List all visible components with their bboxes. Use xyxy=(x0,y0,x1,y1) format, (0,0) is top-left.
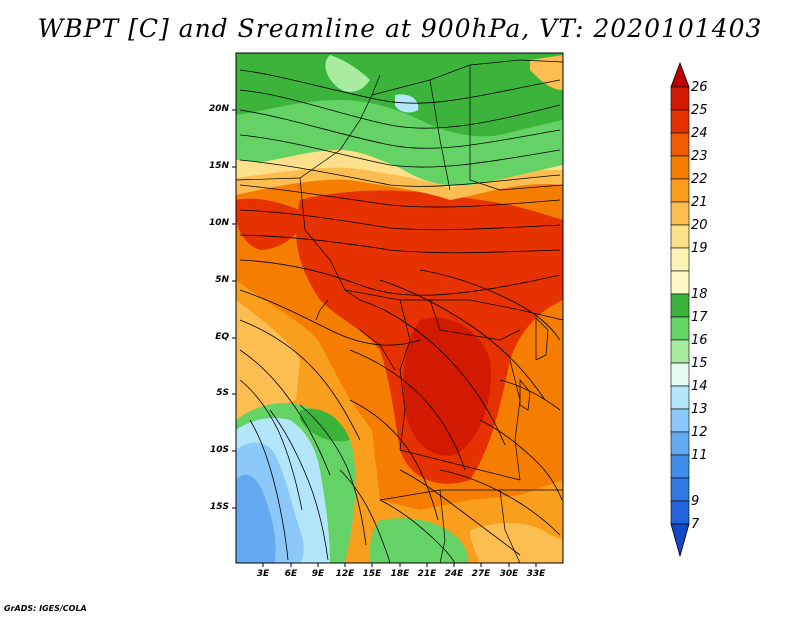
colorbar-segment xyxy=(670,385,690,410)
colorbar-segment xyxy=(670,339,690,364)
grads-credit: GrADS: IGES/COLA xyxy=(4,604,87,613)
colorbar xyxy=(670,61,690,558)
colorbar-segment xyxy=(670,178,690,203)
colorbar-label: 20 xyxy=(691,218,708,233)
colorbar-label: 7 xyxy=(691,517,700,532)
colorbar-label: 15 xyxy=(691,356,708,371)
lon-label: 33E xyxy=(526,569,546,579)
lon-label: 27E xyxy=(471,569,491,579)
lat-label: 15S xyxy=(209,502,229,512)
lat-label: EQ xyxy=(215,332,229,342)
colorbar-segment xyxy=(670,454,690,479)
lon-label: 3E xyxy=(256,569,270,579)
colorbar-segment xyxy=(670,500,690,525)
colorbar-label: 12 xyxy=(691,425,708,440)
lon-label: 21E xyxy=(417,569,437,579)
colorbar-label: 9 xyxy=(691,494,700,509)
colorbar-segment xyxy=(670,247,690,272)
lon-label: 9E xyxy=(311,569,325,579)
colorbar-segment xyxy=(670,201,690,226)
colorbar-segment xyxy=(670,362,690,387)
colorbar-segment xyxy=(670,86,690,111)
axis-ticks xyxy=(232,109,537,567)
country-boundaries xyxy=(236,59,563,563)
colorbar-segment xyxy=(670,293,690,318)
colorbar-top-arrow xyxy=(670,61,690,88)
colorbar-segment xyxy=(670,431,690,456)
lon-label: 24E xyxy=(444,569,464,579)
colorbar-label: 18 xyxy=(691,287,708,302)
colorbar-segment xyxy=(670,408,690,433)
colorbar-label: 26 xyxy=(691,80,708,95)
streamlines xyxy=(239,69,563,563)
colorbar-label: 23 xyxy=(691,149,708,164)
colorbar-label: 13 xyxy=(691,402,708,417)
colorbar-label: 19 xyxy=(691,241,708,256)
map-title: WBPT [C] and Sreamline at 900hPa, VT: 20… xyxy=(37,14,763,43)
colorbar-label: 17 xyxy=(691,310,708,325)
lat-label: 10S xyxy=(209,445,229,455)
colorbar-label: 11 xyxy=(691,448,708,463)
colorbar-label: 24 xyxy=(691,126,708,141)
colorbar-label: 21 xyxy=(691,195,708,210)
lon-label: 30E xyxy=(499,569,519,579)
colorbar-segment xyxy=(670,155,690,180)
lat-label: 5S xyxy=(216,388,229,398)
colorbar-segment xyxy=(670,270,690,295)
colorbar-label: 14 xyxy=(691,379,708,394)
colorbar-label: 16 xyxy=(691,333,708,348)
lon-label: 6E xyxy=(284,569,298,579)
colorbar-segment xyxy=(670,109,690,134)
colorbar-segment xyxy=(670,316,690,341)
colorbar-bottom-arrow xyxy=(670,523,690,558)
lon-label: 18E xyxy=(390,569,410,579)
colorbar-segment xyxy=(670,224,690,249)
lat-label: 15N xyxy=(208,161,229,171)
colorbar-segment xyxy=(670,132,690,157)
lat-label: 5N xyxy=(215,275,229,285)
lat-label: 10N xyxy=(208,218,229,228)
colorbar-segment xyxy=(670,477,690,502)
lat-label: 20N xyxy=(208,104,229,114)
colorbar-label: 22 xyxy=(691,172,708,187)
colorbar-label: 25 xyxy=(691,103,708,118)
lon-label: 12E xyxy=(335,569,355,579)
lon-label: 15E xyxy=(362,569,382,579)
